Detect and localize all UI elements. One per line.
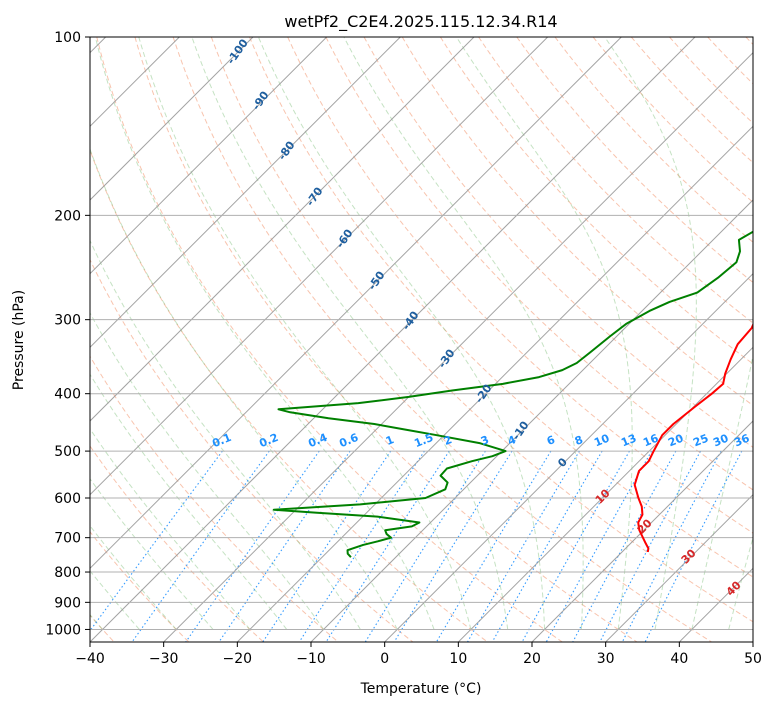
moist-adiabat — [455, 37, 633, 630]
mixing-ratio-label: 10 — [592, 432, 611, 450]
plot-frame — [89, 36, 754, 643]
x-tick-label: 50 — [744, 651, 762, 667]
moist-adiabat — [191, 37, 509, 630]
mixing-ratio-line — [572, 450, 677, 642]
mixing-ratio-label: 3 — [479, 433, 491, 448]
mixing-ratio-label: 30 — [711, 432, 730, 450]
moist-adiabat — [94, 37, 435, 630]
dry-adiabat — [90, 531, 190, 642]
x-tick-label: −20 — [223, 651, 253, 667]
dry-adiabat — [90, 148, 488, 642]
isotherm — [384, 272, 753, 642]
mixing-ratio-line — [545, 450, 653, 642]
mixing-ratio-line — [599, 450, 702, 642]
mixing-ratio-line — [218, 450, 351, 642]
x-tick-label: −30 — [149, 651, 179, 667]
moist-adiabat — [90, 311, 324, 630]
dry-adiabat — [325, 37, 753, 491]
y-axis: 1000 900 800 700 600 500 400 300 200 100 — [45, 30, 90, 638]
y-tick-label: 800 — [54, 565, 81, 581]
isotherm — [163, 51, 753, 642]
mixing-ratio-line — [298, 450, 425, 642]
dry-adiabat — [478, 37, 753, 324]
isotherm — [236, 125, 753, 642]
thermo-background-lines — [90, 37, 753, 642]
series-line-1 — [272, 230, 753, 558]
mixing-ratio-label: 8 — [573, 433, 585, 448]
moist-adiabat — [257, 37, 546, 630]
y-tick-label: 400 — [54, 387, 81, 403]
dry-adiabat — [96, 37, 563, 642]
y-axis-label: Pressure (hPa) — [11, 290, 27, 390]
mixing-ratio-label: 1 — [384, 433, 396, 448]
dry-adiabat — [401, 37, 753, 406]
x-axis-label: Temperature (°C) — [360, 681, 482, 697]
x-tick-label: −40 — [75, 651, 105, 667]
series-line-0 — [633, 322, 753, 553]
mixing-ratio-label: 20 — [666, 432, 685, 450]
isotherm — [605, 493, 753, 642]
x-tick-label: −10 — [296, 651, 326, 667]
y-tick-label: 300 — [54, 313, 81, 329]
isotherm — [457, 346, 753, 642]
mixing-ratio-label: 2 — [442, 433, 454, 448]
moist-adiabat — [604, 37, 697, 630]
dry-adiabat — [90, 258, 414, 642]
dry-adiabat — [172, 37, 712, 642]
y-tick-label: 900 — [54, 595, 81, 611]
isotherm — [90, 37, 622, 570]
y-tick-label: 1000 — [45, 622, 81, 638]
isotherm — [90, 37, 254, 201]
mixing-ratio-label: 16 — [641, 432, 660, 450]
dry-adiabat — [249, 37, 753, 578]
x-tick-label: 40 — [670, 651, 688, 667]
x-tick-label: 20 — [523, 651, 541, 667]
moist-adiabat — [691, 353, 753, 630]
dry-adiabat — [516, 37, 753, 284]
mixing-ratio-line — [644, 450, 743, 642]
x-axis: −40 −30 −20 −10 0 10 20 30 40 50 — [75, 642, 762, 667]
isotherm — [90, 37, 475, 422]
mixing-ratio-line — [621, 450, 722, 642]
dry-adiabat — [90, 445, 264, 642]
moist-adiabat — [728, 535, 753, 630]
isotherm — [310, 199, 753, 642]
dry-adiabat — [90, 355, 339, 642]
dry-adiabat — [363, 37, 753, 448]
mixing-ratio-line — [90, 450, 223, 632]
dry-adiabat — [134, 37, 638, 642]
mixing-ratio-label: 25 — [691, 432, 710, 450]
y-tick-label: 600 — [54, 491, 81, 507]
y-tick-label: 700 — [54, 531, 81, 547]
isotherm — [90, 37, 696, 642]
mixing-ratio-line — [521, 450, 630, 642]
moist-adiabat — [343, 37, 584, 630]
x-tick-label: 0 — [380, 651, 389, 667]
isotherm — [90, 37, 549, 496]
chart-title: wetPf2_C2E4.2025.115.12.34.R14 — [284, 12, 557, 32]
moist-adiabat — [90, 239, 361, 630]
isotherm — [90, 37, 328, 275]
series-lines — [272, 230, 753, 558]
x-tick-label: 30 — [597, 651, 615, 667]
mixing-ratio-label: 13 — [619, 432, 638, 450]
y-tick-label: 500 — [54, 444, 81, 460]
mixing-ratio-label: 36 — [732, 432, 751, 450]
dry-adiabat — [210, 37, 753, 623]
moist-adiabat — [90, 147, 398, 630]
mixing-ratio-line — [262, 450, 392, 642]
x-tick-label: 10 — [449, 651, 467, 667]
isotherm — [90, 37, 401, 349]
y-tick-label: 100 — [54, 30, 81, 46]
moist-adiabat — [138, 37, 472, 630]
mixing-ratio-line — [185, 450, 320, 642]
mixing-ratio-line — [491, 450, 603, 642]
grid-lines — [90, 37, 753, 642]
dry-adiabat — [439, 37, 753, 365]
isotherm — [531, 420, 753, 642]
y-tick-label: 200 — [54, 208, 81, 224]
